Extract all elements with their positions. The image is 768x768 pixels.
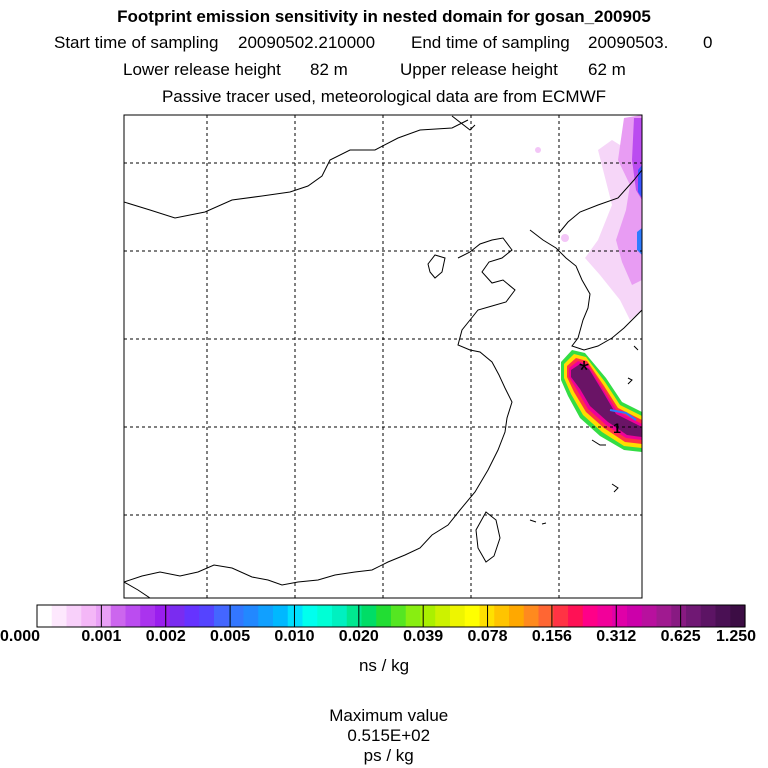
colorbar-segment: [523, 605, 540, 627]
release-line: Lower release height 82 m Upper release …: [0, 60, 626, 160]
colorbar-segment: [125, 605, 141, 627]
lower-release-value: 82 m: [310, 60, 348, 79]
colorbar-segment: [51, 605, 68, 627]
lower-release-label: Lower release height: [123, 60, 281, 79]
colorbar-label: 0.005: [210, 628, 251, 645]
maximum-value-line: Maximum value 0.515E+02 ps / kg: [0, 686, 768, 766]
colorbar-segment: [287, 605, 304, 627]
colorbar-segment: [538, 605, 554, 627]
sensitivity-blue-edge-2: [637, 228, 642, 255]
plume-blue-edge: [609, 409, 637, 421]
start-time-label: Start time of sampling: [54, 33, 219, 52]
end-time-value: 20090503.: [588, 33, 669, 52]
colorbar-label: 1.250: [715, 628, 757, 645]
colorbar-segment: [302, 605, 318, 627]
colorbar-segment: [450, 605, 466, 627]
colorbar-segment: [641, 605, 658, 627]
sensitivity-dot: [535, 147, 541, 153]
maximum-value-label: Maximum value: [329, 706, 449, 725]
end-time-suffix: 0: [703, 33, 713, 52]
colorbar-segment: [110, 605, 127, 627]
colorbar-label: 0.001: [81, 628, 122, 645]
coastlines: [124, 115, 642, 598]
maximum-value: 0.515E+02: [347, 726, 431, 745]
colorbar-segment: [730, 605, 746, 627]
upper-release-label: Upper release height: [400, 60, 558, 79]
colorbar-segment: [597, 605, 613, 627]
colorbar-label: 0.010: [274, 628, 315, 645]
lat-lon-grid: [124, 115, 642, 598]
tracer-note: Passive tracer used, meteorological data…: [161, 87, 607, 106]
end-time-label: End time of sampling: [411, 33, 570, 52]
colorbar-units: ns / kg: [358, 656, 410, 675]
footprint-field: [124, 115, 642, 598]
colorbar-segment: [568, 605, 584, 627]
colorbar-label: 0.312: [596, 628, 637, 645]
colorbar-segment: [228, 605, 245, 627]
colorbar-segment: [435, 605, 451, 627]
sampling-line: Start time of sampling 20090502.210000 E…: [0, 33, 712, 153]
colorbar-label: 0.000: [0, 628, 41, 645]
map-frame: [123, 114, 643, 599]
colorbar-segment: [199, 605, 215, 627]
start-time-value: 20090502.210000: [238, 33, 376, 52]
colorbar-segment: [464, 605, 481, 627]
contour-label: 1: [613, 420, 621, 436]
maximum-value-units: ps / kg: [363, 746, 414, 765]
colorbar-label: 0.020: [338, 628, 379, 645]
colorbar-segment: [612, 605, 628, 627]
colorbar-segment: [169, 605, 186, 627]
colorbar-segment: [420, 605, 436, 627]
colorbar-segment: [258, 605, 274, 627]
colorbar-label: 0.002: [145, 628, 186, 645]
receptor-marker: *: [579, 355, 589, 385]
colorbar-segment: [671, 605, 687, 627]
colorbar: [36, 604, 746, 628]
colorbar-segment: [361, 605, 377, 627]
plume-core: [571, 364, 642, 437]
colorbar-segment: [509, 605, 525, 627]
colorbar-segment: [627, 605, 643, 627]
colorbar-segment: [140, 605, 156, 627]
upper-release-value: 62 m: [588, 60, 626, 79]
colorbar-segment: [37, 605, 53, 627]
colorbar-segment: [273, 605, 289, 627]
colorbar-segment: [700, 605, 717, 627]
colorbar-segment: [155, 605, 171, 627]
colorbar-segment: [686, 605, 702, 627]
colorbar-segment: [405, 605, 422, 627]
colorbar-label: 0.156: [531, 628, 572, 645]
colorbar-segment: [715, 605, 731, 627]
colorbar-segment: [582, 605, 599, 627]
colorbar-segment: [494, 605, 510, 627]
colorbar-segment: [656, 605, 672, 627]
colorbar-segment: [96, 605, 112, 627]
colorbar-segment: [317, 605, 333, 627]
colorbar-label: 0.078: [467, 628, 508, 645]
colorbar-segment: [553, 605, 569, 627]
colorbar-segment: [66, 605, 82, 627]
colorbar-label: 0.039: [403, 628, 444, 645]
colorbar-segment: [214, 605, 230, 627]
colorbar-label: 0.625: [660, 628, 701, 645]
colorbar-segment: [81, 605, 97, 627]
colorbar-segment: [376, 605, 392, 627]
plot-title: Footprint emission sensitivity in nested…: [117, 7, 651, 26]
colorbar-segment: [243, 605, 259, 627]
sensitivity-dot-2: [561, 234, 569, 242]
colorbar-segment: [332, 605, 348, 627]
colorbar-segment: [346, 605, 363, 627]
colorbar-segment: [391, 605, 407, 627]
colorbar-segment: [184, 605, 200, 627]
colorbar-frame: [36, 604, 746, 628]
